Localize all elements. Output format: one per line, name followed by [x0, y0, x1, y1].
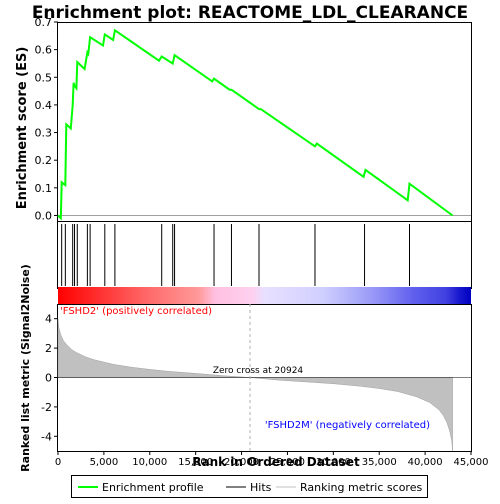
metric-y-axis-label: Ranked list metric (Signal2Noise) — [19, 264, 32, 472]
x-tick-label: 15,000 — [178, 457, 213, 468]
es-y-tick-label: 0.2 — [35, 154, 53, 167]
es-y-tick-label: 0.0 — [35, 209, 53, 222]
negative-correlation-label: 'FSHD2M' (negatively correlated) — [265, 420, 430, 431]
x-tick-label: 25,000 — [270, 457, 305, 468]
hits-panel-frame — [57, 221, 472, 289]
metric-y-tick-label: 0 — [45, 372, 52, 385]
x-tick-label: 30,000 — [316, 457, 351, 468]
enrichment-profile-line — [57, 28, 454, 221]
zero-cross-label: Zero cross at 20924 — [213, 366, 304, 376]
es-y-tick-label: 0.1 — [35, 182, 53, 195]
es-y-tick-label: 0.5 — [35, 71, 53, 84]
x-axis: 0 5,000 10,000 15,000 20,000 25,000 30,000 35,0… — [55, 451, 489, 468]
positive-correlation-label: 'FSHD2' (positively correlated) — [60, 306, 212, 317]
chart-title: Enrichment plot: REACTOME_LDL_CLEARANCE — [32, 3, 468, 23]
legend-box — [71, 475, 428, 498]
legend-ranking-metric-label: Ranking metric scores — [300, 481, 422, 494]
es-y-axis-label: Enrichment score (ES) — [15, 47, 30, 210]
es-y-tick-label: 0.4 — [35, 99, 53, 112]
metric-y-tick-label: -2 — [41, 401, 52, 414]
x-tick-label: 45,000 — [454, 457, 489, 468]
es-y-axis: 0.0 0.1 0.2 0.3 0.4 0.5 0.6 0.7 — [35, 16, 58, 222]
es-panel-frame — [57, 22, 472, 222]
x-tick-label: 35,000 — [362, 457, 397, 468]
hit-markers — [61, 224, 411, 286]
es-y-tick-label: 0.7 — [35, 16, 53, 29]
legend-enrichment-profile-label: Enrichment profile — [102, 481, 204, 494]
metric-y-axis: -4 -2 0 2 4 — [41, 313, 58, 443]
x-tick-label: 0 — [55, 457, 61, 468]
es-y-tick-label: 0.6 — [35, 44, 53, 57]
x-tick-label: 20,000 — [224, 457, 259, 468]
legend-hits-label: Hits — [250, 481, 272, 494]
x-axis-label: Rank in Ordered Dataset — [192, 455, 360, 469]
rank-color-strip — [58, 287, 471, 304]
x-tick-label: 5,000 — [90, 457, 119, 468]
es-y-tick-label: 0.3 — [35, 127, 53, 140]
metric-y-tick-label: 4 — [45, 313, 52, 326]
metric-y-tick-label: 2 — [45, 342, 52, 355]
x-tick-label: 10,000 — [132, 457, 167, 468]
x-tick-label: 40,000 — [408, 457, 443, 468]
metric-y-tick-label: -4 — [41, 430, 52, 443]
